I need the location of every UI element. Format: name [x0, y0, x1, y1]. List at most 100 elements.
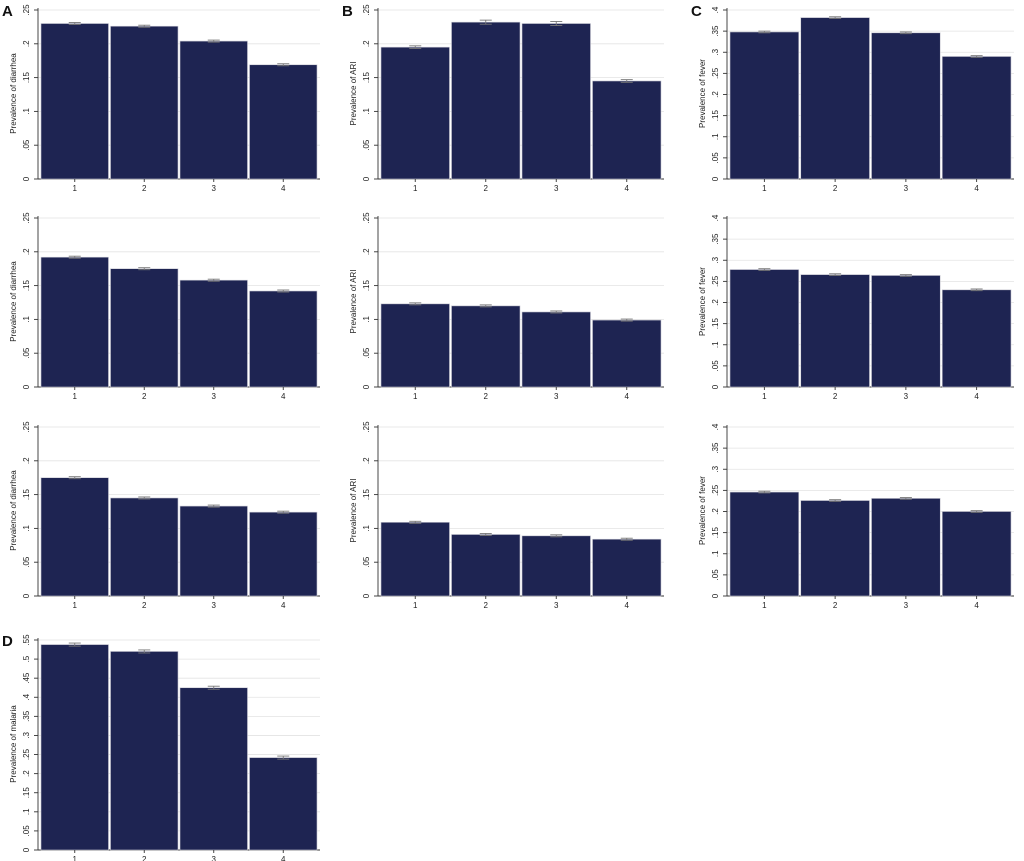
- bar: [592, 538, 662, 597]
- bar: [179, 505, 248, 597]
- y-tick-label: .1: [711, 550, 720, 557]
- x-tick-label: 3: [554, 184, 559, 193]
- y-tick-label: .15: [362, 488, 371, 500]
- y-tick-label: .2: [711, 299, 720, 306]
- bar: [451, 305, 521, 388]
- bar: [941, 56, 1012, 180]
- bar: [110, 651, 179, 851]
- y-tick-label: .2: [22, 40, 31, 47]
- x-tick-label: 3: [212, 601, 217, 610]
- bar: [249, 511, 318, 597]
- y-tick-label: .25: [711, 275, 720, 287]
- y-tick-label: 0: [711, 593, 720, 598]
- y-tick-label: .05: [711, 569, 720, 581]
- chart-panel-b2: 0 .05 .1 .15 .2 .25 Prevalence of ARI 1 2 3 4: [349, 212, 664, 401]
- bar: [521, 23, 591, 180]
- y-tick-label: .05: [22, 556, 31, 568]
- y-axis-label: Prevalence of diarrhea: [9, 470, 18, 551]
- y-tick-label: .1: [362, 525, 371, 532]
- bar: [249, 290, 318, 388]
- x-tick-label: 2: [142, 855, 147, 861]
- x-tick-label: 4: [625, 601, 630, 610]
- chart-panel-c3: 0 .05 .1 .15 .2 .25 .3 .35 .4 Prevalence of fever…: [698, 423, 1014, 610]
- y-tick-label: 0: [711, 176, 720, 181]
- y-tick-label: .25: [362, 4, 371, 16]
- bar: [380, 46, 450, 180]
- bar: [871, 32, 941, 180]
- x-tick-label: 4: [625, 184, 630, 193]
- x-tick-label: 3: [212, 855, 217, 861]
- y-tick-label: .05: [362, 139, 371, 151]
- x-tick-label: 3: [212, 184, 217, 193]
- y-tick-label: .2: [362, 248, 371, 255]
- bar: [40, 256, 109, 388]
- x-tick-label: 1: [73, 601, 78, 610]
- y-tick-label: .2: [711, 508, 720, 515]
- bar: [451, 21, 521, 180]
- y-tick-label: .05: [22, 139, 31, 151]
- x-tick-label: 4: [974, 392, 979, 401]
- bar: [729, 491, 800, 597]
- x-tick-label: 1: [413, 184, 418, 193]
- y-tick-label: .3: [22, 732, 31, 739]
- y-axis-label: Prevalence of fever: [698, 267, 707, 336]
- y-tick-label: 0: [22, 593, 31, 598]
- bar: [592, 80, 662, 180]
- x-tick-label: 3: [554, 392, 559, 401]
- chart-panel-c1: 0 .05 .1 .15 .2 .25 .3 .35 .4 Prevalence of fever…: [691, 3, 1014, 193]
- x-tick-label: 4: [625, 392, 630, 401]
- bar: [729, 31, 800, 180]
- bar: [380, 303, 450, 388]
- y-tick-label: .1: [22, 316, 31, 323]
- y-tick-label: .15: [362, 279, 371, 291]
- bar: [800, 17, 870, 180]
- x-tick-label: 4: [281, 855, 286, 861]
- y-tick-label: .15: [362, 71, 371, 83]
- bar: [800, 500, 870, 597]
- x-tick-label: 3: [212, 392, 217, 401]
- y-tick-label: .2: [22, 770, 31, 777]
- y-axis-label: Prevalence of diarrhea: [9, 53, 18, 134]
- y-tick-label: .2: [362, 457, 371, 464]
- x-tick-label: 4: [281, 184, 286, 193]
- y-tick-label: .3: [711, 48, 720, 55]
- bar: [592, 319, 662, 388]
- y-tick-label: .1: [362, 108, 371, 115]
- x-tick-label: 1: [762, 184, 767, 193]
- y-tick-label: .2: [711, 91, 720, 98]
- y-tick-label: .15: [22, 488, 31, 500]
- chart-panel-a1: 0 .05 .1 .15 .2 .25 Prevalence of diarrhea 1 2 3 4…: [2, 3, 320, 193]
- x-tick-label: 2: [142, 184, 147, 193]
- x-tick-label: 4: [974, 601, 979, 610]
- bar: [941, 511, 1012, 597]
- y-axis-label: Prevalence of ARI: [349, 478, 358, 542]
- y-axis-label: Prevalence of fever: [698, 476, 707, 545]
- bar: [110, 25, 179, 180]
- bar: [941, 289, 1012, 388]
- y-axis-label: Prevalence of fever: [698, 59, 707, 128]
- y-tick-label: 0: [711, 384, 720, 389]
- x-tick-label: 1: [73, 855, 78, 861]
- y-tick-label: .05: [362, 347, 371, 359]
- x-tick-label: 2: [484, 601, 489, 610]
- y-axis-label: Prevalence of ARI: [349, 61, 358, 125]
- x-tick-label: 4: [281, 601, 286, 610]
- x-tick-label: 2: [833, 184, 838, 193]
- bar: [871, 275, 941, 388]
- y-tick-label: .4: [22, 693, 31, 700]
- bar: [451, 534, 521, 597]
- bar: [380, 522, 450, 597]
- x-tick-label: 2: [833, 392, 838, 401]
- bar: [179, 279, 248, 388]
- y-tick-label: 0: [362, 384, 371, 389]
- y-tick-label: .15: [22, 279, 31, 291]
- x-tick-label: 2: [484, 392, 489, 401]
- x-tick-label: 3: [904, 392, 909, 401]
- y-tick-label: .15: [711, 110, 720, 122]
- x-tick-label: 2: [833, 601, 838, 610]
- y-tick-label: .25: [362, 421, 371, 433]
- bar: [179, 40, 248, 180]
- chart-panel-a2: 0 .05 .1 .15 .2 .25 Prevalence of diarrhea 1 2 3 4: [9, 212, 320, 401]
- x-tick-label: 3: [904, 601, 909, 610]
